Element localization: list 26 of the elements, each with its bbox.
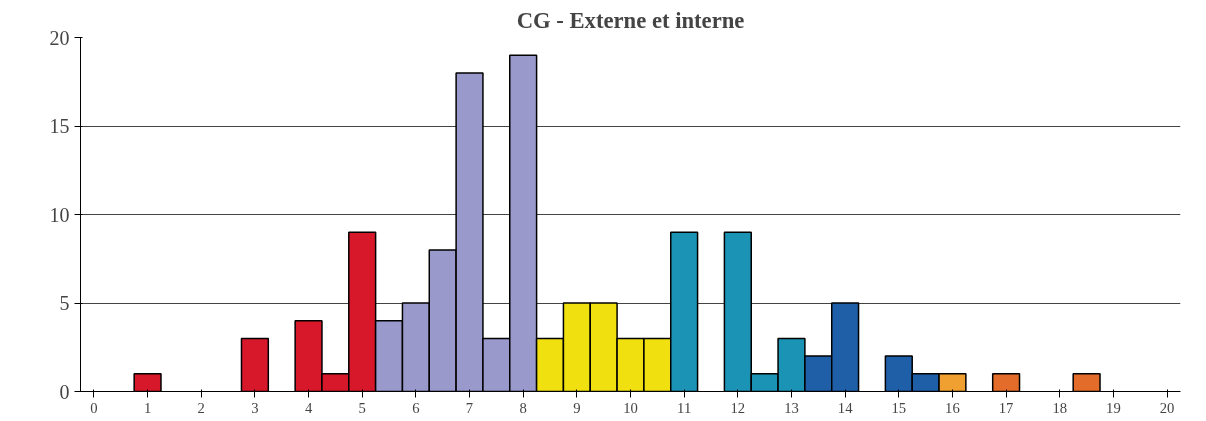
x-tick-label: 2 [197,399,205,416]
x-tick-label: 8 [519,399,527,416]
x-tick-label: 19 [1106,399,1121,416]
y-tick-label: 20 [49,26,70,49]
x-tick-label: 15 [891,399,907,416]
chart-title: CG - Externe et interne [516,7,745,33]
x-tick-label: 13 [784,399,799,416]
x-tick-label: 4 [304,399,313,416]
x-tick-label: 12 [730,399,746,416]
x-tick-label: 5 [358,399,366,416]
x-tick-label: 11 [677,399,692,416]
x-tick-label: 7 [465,399,474,416]
x-tick-label: 14 [837,399,854,416]
x-tick-label: 17 [998,399,1014,416]
x-tick-label: 0 [90,399,98,416]
x-tick-label: 9 [573,399,581,416]
y-tick-label: 10 [49,203,70,226]
x-tick-label: 18 [1052,399,1068,416]
x-tick-label: 20 [1159,399,1175,416]
x-tick-label: 3 [251,399,259,416]
x-tick-label: 1 [143,399,152,416]
y-tick-label: 15 [49,115,70,137]
x-tick-label: 10 [623,399,638,416]
x-tick-label: 6 [412,399,420,416]
y-tick-label: 5 [59,292,70,314]
x-tick-label: 16 [945,399,960,416]
